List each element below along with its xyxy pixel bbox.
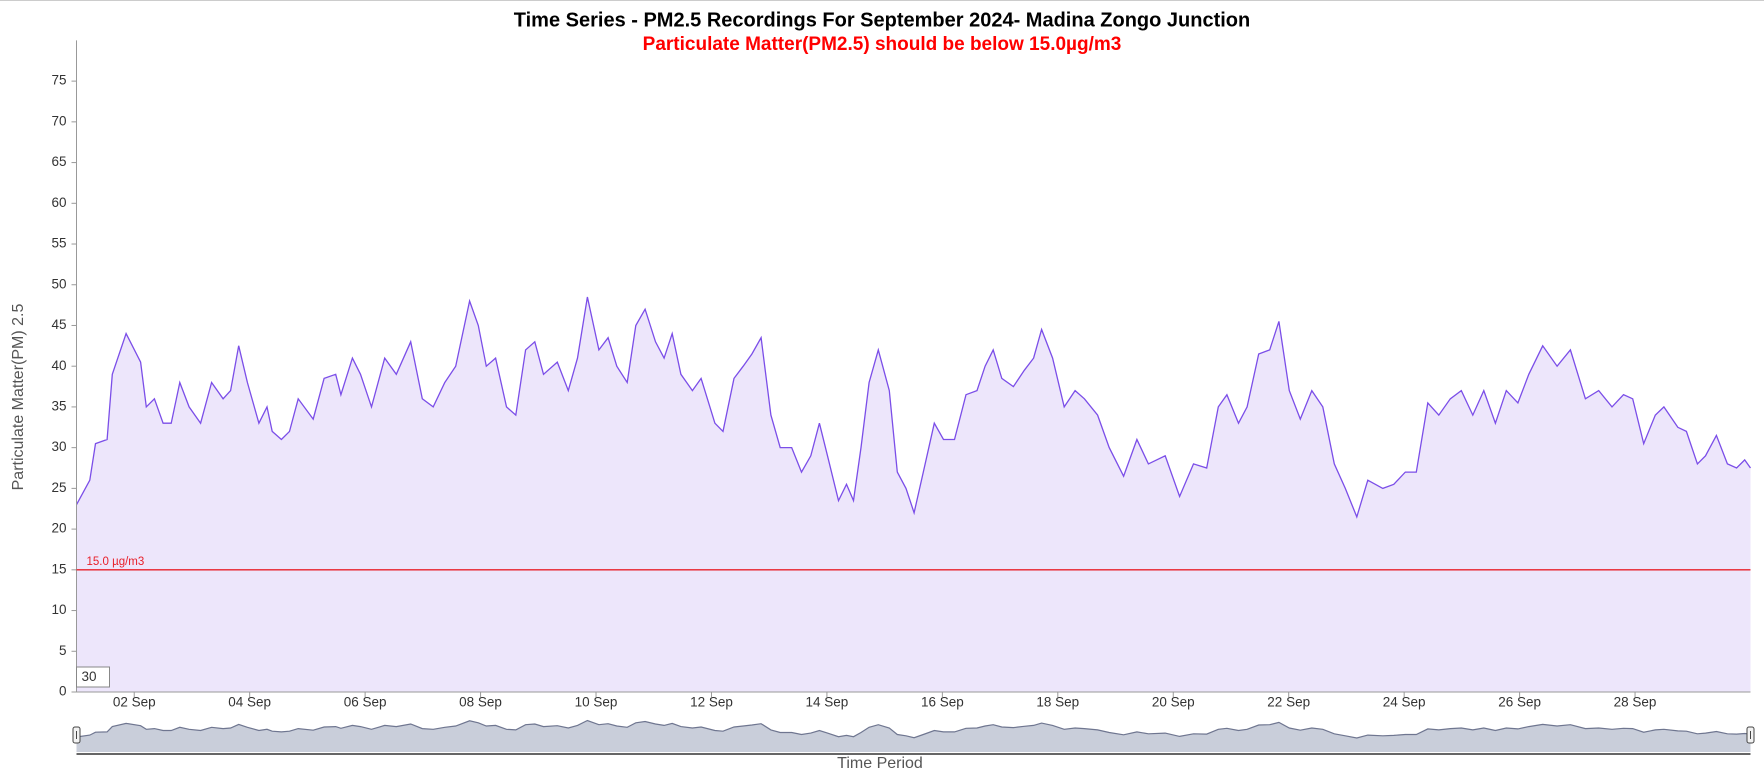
y-tick-label: 25 [51, 480, 66, 495]
x-tick-label: 06 Sep [344, 695, 387, 710]
y-tick-label: 55 [51, 236, 66, 251]
chart-subtitle: Particulate Matter(PM2.5) should be belo… [643, 34, 1122, 55]
y-tick-label: 10 [51, 602, 66, 617]
y-axis-label: Particulate Matter(PM) 2.5 [10, 304, 27, 491]
y-tick-label: 15 [51, 561, 66, 576]
x-tick-label: 08 Sep [459, 695, 502, 710]
area-fill [76, 297, 1751, 692]
y-tick-label: 45 [51, 317, 66, 332]
rolling-input-value[interactable]: 30 [82, 669, 97, 684]
navigator-line [76, 719, 1751, 739]
rolling-input[interactable] [76, 666, 110, 688]
x-tick-label: 16 Sep [921, 695, 964, 710]
y-tick-label: 5 [59, 643, 67, 658]
y-tick-label: 30 [51, 439, 66, 454]
chart-title: Time Series - PM2.5 Recordings For Septe… [514, 9, 1250, 31]
x-tick-label: 26 Sep [1498, 695, 1541, 710]
threshold-label: 15.0 µg/m3 [87, 556, 145, 568]
y-tick-label: 0 [59, 684, 67, 699]
x-tick-label: 20 Sep [1152, 695, 1195, 710]
y-tick-label: 20 [51, 521, 66, 536]
x-tick-label: 18 Sep [1036, 695, 1079, 710]
x-tick-label: 12 Sep [690, 695, 733, 710]
x-tick-label: 02 Sep [113, 695, 156, 710]
y-tick-label: 50 [51, 276, 66, 291]
x-tick-label: 24 Sep [1383, 695, 1426, 710]
y-tick-label: 70 [51, 113, 66, 128]
x-axis-label: Time Period [837, 755, 923, 772]
y-tick-label: 65 [51, 154, 66, 169]
x-tick-label: 14 Sep [806, 695, 849, 710]
x-tick-label: 04 Sep [228, 695, 271, 710]
x-tick-label: 28 Sep [1614, 695, 1657, 710]
y-tick-label: 40 [51, 358, 66, 373]
x-tick-label: 22 Sep [1267, 695, 1310, 710]
y-tick-label: 60 [51, 195, 66, 210]
navigator-area [76, 720, 1751, 752]
line [75, 296, 1752, 519]
x-tick-label: 10 Sep [575, 695, 618, 710]
y-tick-label: 75 [51, 73, 66, 88]
y-tick-label: 35 [51, 398, 66, 413]
